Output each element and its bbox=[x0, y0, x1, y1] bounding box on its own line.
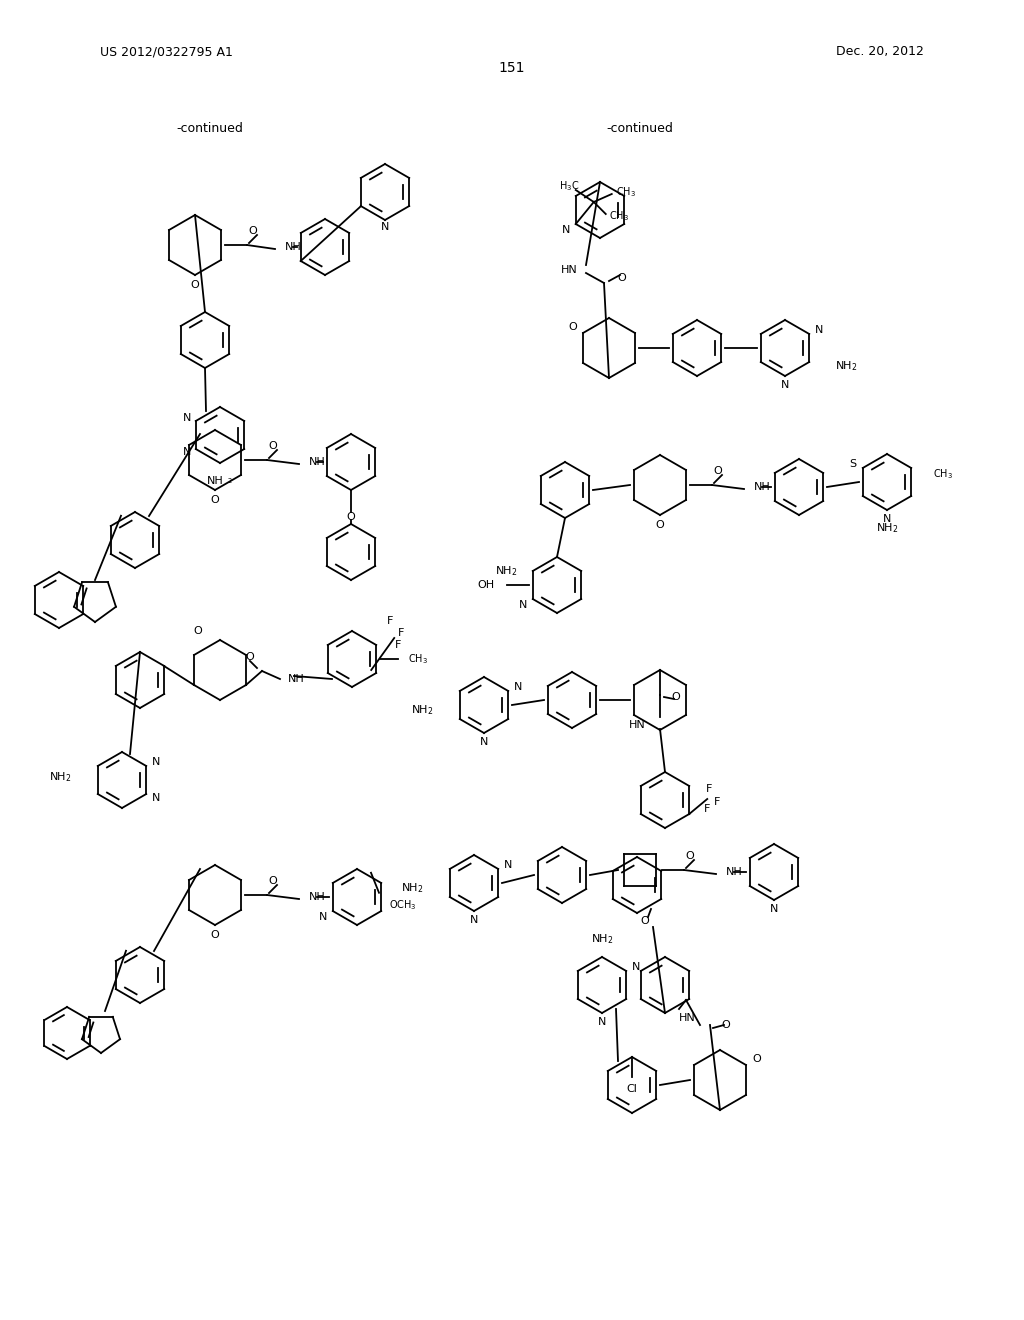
Text: N: N bbox=[519, 599, 527, 610]
Text: NH$_2$: NH$_2$ bbox=[591, 932, 613, 946]
Text: N: N bbox=[514, 682, 522, 693]
Text: N: N bbox=[381, 222, 389, 232]
Text: O: O bbox=[194, 626, 202, 636]
Text: N: N bbox=[152, 758, 160, 767]
Text: F: F bbox=[707, 784, 713, 795]
Text: $_2$: $_2$ bbox=[227, 477, 232, 486]
Text: NH$_2$: NH$_2$ bbox=[496, 564, 518, 578]
Text: N: N bbox=[470, 915, 478, 925]
Text: NH: NH bbox=[207, 477, 223, 486]
Text: NH: NH bbox=[754, 482, 771, 492]
Text: O: O bbox=[211, 495, 219, 506]
Text: NH$_2$: NH$_2$ bbox=[876, 521, 898, 535]
Text: O: O bbox=[655, 520, 665, 531]
Text: F: F bbox=[705, 804, 711, 814]
Text: O: O bbox=[268, 441, 278, 451]
Text: F: F bbox=[395, 640, 401, 649]
Text: NH$_2$: NH$_2$ bbox=[401, 882, 424, 895]
Text: NH: NH bbox=[309, 892, 326, 902]
Text: O: O bbox=[347, 512, 355, 521]
Text: OCH$_3$: OCH$_3$ bbox=[389, 898, 417, 912]
Text: O: O bbox=[617, 273, 627, 282]
Text: NH: NH bbox=[726, 867, 742, 876]
Text: CH$_3$: CH$_3$ bbox=[933, 467, 953, 480]
Text: H$_3$C: H$_3$C bbox=[559, 180, 580, 193]
Text: O: O bbox=[714, 466, 722, 477]
Text: O: O bbox=[249, 226, 257, 236]
Text: US 2012/0322795 A1: US 2012/0322795 A1 bbox=[100, 45, 232, 58]
Text: NH: NH bbox=[288, 675, 305, 684]
Text: Dec. 20, 2012: Dec. 20, 2012 bbox=[837, 45, 924, 58]
Text: Cl: Cl bbox=[627, 1084, 637, 1094]
Text: O: O bbox=[672, 692, 680, 702]
Text: OH: OH bbox=[477, 579, 494, 590]
Text: S: S bbox=[850, 459, 857, 470]
Text: N: N bbox=[480, 737, 488, 747]
Text: N: N bbox=[152, 792, 160, 803]
Text: N: N bbox=[770, 904, 778, 915]
Text: F: F bbox=[387, 616, 393, 626]
Text: NH$_2$: NH$_2$ bbox=[835, 359, 857, 372]
Text: O: O bbox=[686, 851, 694, 861]
Text: NH: NH bbox=[285, 242, 302, 252]
Text: O: O bbox=[641, 916, 649, 927]
Text: CH$_3$: CH$_3$ bbox=[408, 652, 428, 665]
Text: N: N bbox=[183, 413, 191, 424]
Text: -continued: -continued bbox=[176, 121, 244, 135]
Text: NH$_2$: NH$_2$ bbox=[49, 770, 72, 784]
Text: O: O bbox=[211, 931, 219, 940]
Text: CH$_3$: CH$_3$ bbox=[615, 185, 636, 199]
Text: F: F bbox=[398, 628, 404, 638]
Text: N: N bbox=[562, 224, 570, 235]
Text: -continued: -continued bbox=[606, 121, 674, 135]
Text: CH$_3$: CH$_3$ bbox=[608, 209, 629, 223]
Text: O: O bbox=[722, 1020, 730, 1030]
Text: O: O bbox=[752, 1053, 761, 1064]
Text: N: N bbox=[318, 912, 328, 921]
Text: N: N bbox=[815, 326, 823, 335]
Text: O: O bbox=[246, 652, 254, 663]
Text: O: O bbox=[190, 280, 200, 290]
Text: NH: NH bbox=[309, 457, 326, 467]
Text: N: N bbox=[598, 1018, 606, 1027]
Text: N: N bbox=[883, 515, 891, 524]
Text: HN: HN bbox=[561, 265, 578, 275]
Text: O: O bbox=[568, 322, 577, 333]
Text: N: N bbox=[632, 962, 640, 973]
Text: HN: HN bbox=[679, 1012, 696, 1023]
Text: N: N bbox=[781, 380, 790, 391]
Text: N: N bbox=[183, 447, 191, 457]
Text: F: F bbox=[714, 797, 721, 807]
Text: NH$_2$: NH$_2$ bbox=[412, 704, 434, 717]
Text: N: N bbox=[504, 861, 512, 870]
Text: HN: HN bbox=[630, 719, 646, 730]
Text: O: O bbox=[268, 876, 278, 886]
Text: 151: 151 bbox=[499, 61, 525, 75]
